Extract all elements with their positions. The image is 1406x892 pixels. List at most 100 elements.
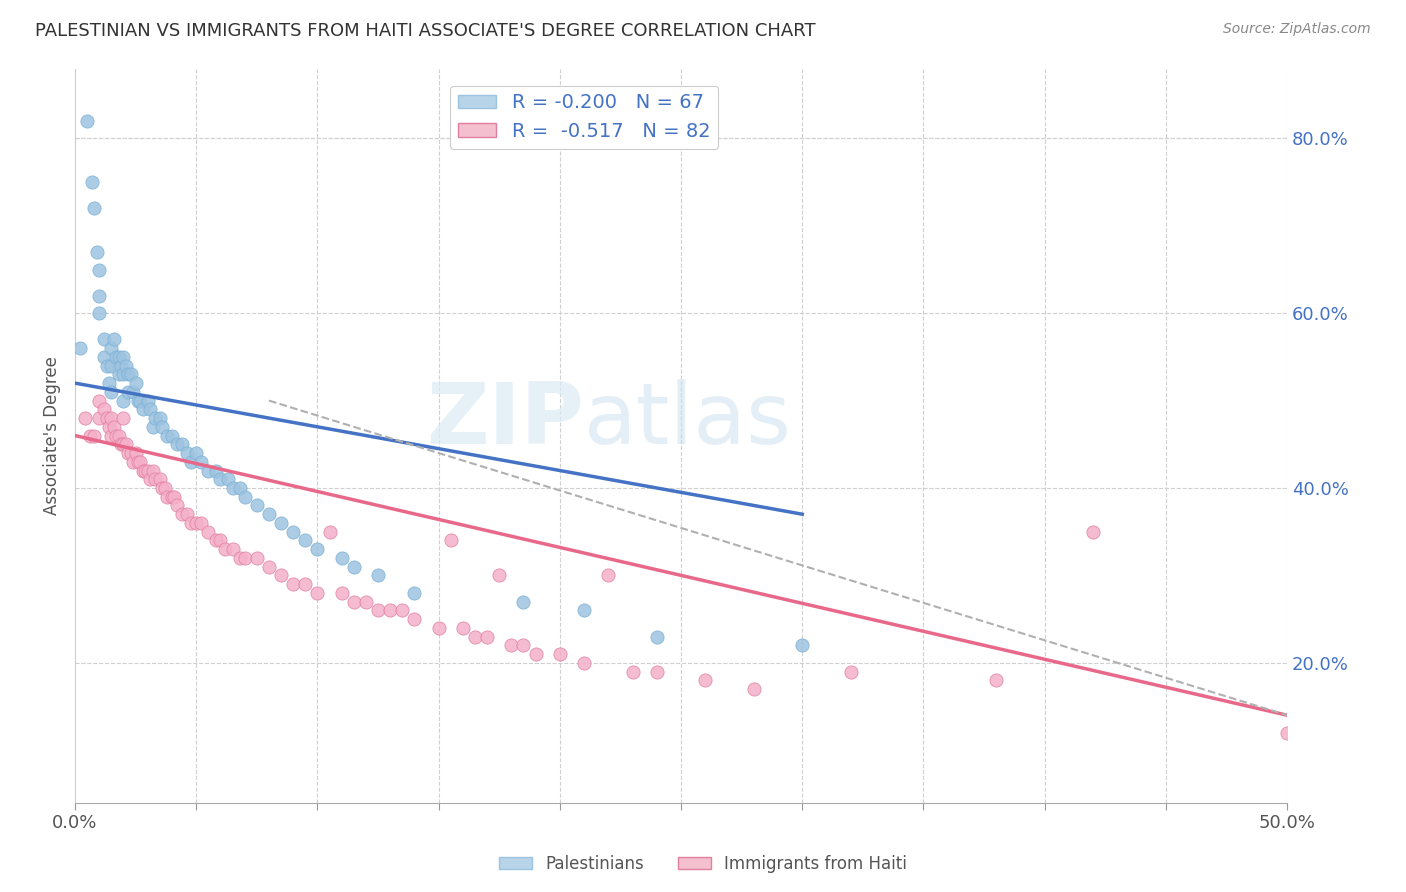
Point <box>176 446 198 460</box>
Point <box>572 656 595 670</box>
Point <box>246 550 269 565</box>
Point <box>149 411 172 425</box>
Point <box>214 542 236 557</box>
Point <box>233 550 256 565</box>
Point <box>180 516 202 530</box>
Point <box>1275 725 1298 739</box>
Point <box>354 594 377 608</box>
Point <box>307 542 329 557</box>
Point <box>839 665 862 679</box>
Point <box>501 638 523 652</box>
Point <box>120 368 142 382</box>
Point <box>204 533 226 548</box>
Point <box>136 393 159 408</box>
Point <box>1081 524 1104 539</box>
Text: Source: ZipAtlas.com: Source: ZipAtlas.com <box>1223 22 1371 37</box>
Point <box>176 507 198 521</box>
Point <box>404 612 426 626</box>
Point <box>343 559 366 574</box>
Point <box>464 630 486 644</box>
Point <box>127 393 149 408</box>
Point <box>120 446 142 460</box>
Point <box>270 568 292 582</box>
Point <box>283 524 305 539</box>
Point <box>475 630 498 644</box>
Point <box>233 490 256 504</box>
Point <box>257 559 280 574</box>
Point <box>451 621 474 635</box>
Point <box>115 437 138 451</box>
Point <box>229 550 252 565</box>
Point <box>83 202 105 216</box>
Point <box>318 524 340 539</box>
Point <box>186 516 208 530</box>
Point <box>156 428 179 442</box>
Point <box>100 341 122 355</box>
Point <box>572 603 595 617</box>
Point <box>160 428 183 442</box>
Point <box>117 368 139 382</box>
Point <box>283 577 305 591</box>
Point <box>112 411 135 425</box>
Point <box>645 665 668 679</box>
Point <box>695 673 717 688</box>
Point <box>115 359 138 373</box>
Point <box>294 577 316 591</box>
Point <box>343 594 366 608</box>
Point <box>367 568 389 582</box>
Point <box>512 638 534 652</box>
Point <box>524 647 547 661</box>
Point <box>73 411 96 425</box>
Point <box>156 490 179 504</box>
Point <box>97 419 120 434</box>
Point <box>190 516 212 530</box>
Point <box>153 481 176 495</box>
Point <box>122 455 145 469</box>
Point <box>170 437 193 451</box>
Point <box>204 463 226 477</box>
Point <box>127 455 149 469</box>
Point <box>93 350 115 364</box>
Point <box>89 411 111 425</box>
Point <box>97 376 120 391</box>
Point <box>427 621 450 635</box>
Point <box>142 463 165 477</box>
Text: PALESTINIAN VS IMMIGRANTS FROM HAITI ASSOCIATE'S DEGREE CORRELATION CHART: PALESTINIAN VS IMMIGRANTS FROM HAITI ASS… <box>35 22 815 40</box>
Point <box>105 350 128 364</box>
Point <box>294 533 316 548</box>
Point <box>112 393 135 408</box>
Point <box>378 603 401 617</box>
Y-axis label: Associate's Degree: Associate's Degree <box>44 356 60 515</box>
Point <box>190 455 212 469</box>
Point <box>100 411 122 425</box>
Point <box>270 516 292 530</box>
Point <box>83 428 105 442</box>
Point <box>143 472 166 486</box>
Point <box>132 402 155 417</box>
Point <box>149 472 172 486</box>
Point <box>598 568 620 582</box>
Point <box>180 455 202 469</box>
Point <box>105 428 128 442</box>
Point <box>150 419 173 434</box>
Point <box>129 455 152 469</box>
Point <box>136 463 159 477</box>
Point <box>132 463 155 477</box>
Point <box>89 262 111 277</box>
Point <box>512 594 534 608</box>
Point <box>221 542 243 557</box>
Legend: Palestinians, Immigrants from Haiti: Palestinians, Immigrants from Haiti <box>492 848 914 880</box>
Point <box>103 333 125 347</box>
Point <box>96 411 118 425</box>
Point <box>186 446 208 460</box>
Point <box>246 499 269 513</box>
Point <box>150 481 173 495</box>
Point <box>110 359 132 373</box>
Point <box>197 463 219 477</box>
Point <box>229 481 252 495</box>
Point <box>197 524 219 539</box>
Point <box>89 393 111 408</box>
Point <box>986 673 1008 688</box>
Point <box>209 472 232 486</box>
Point <box>209 533 232 548</box>
